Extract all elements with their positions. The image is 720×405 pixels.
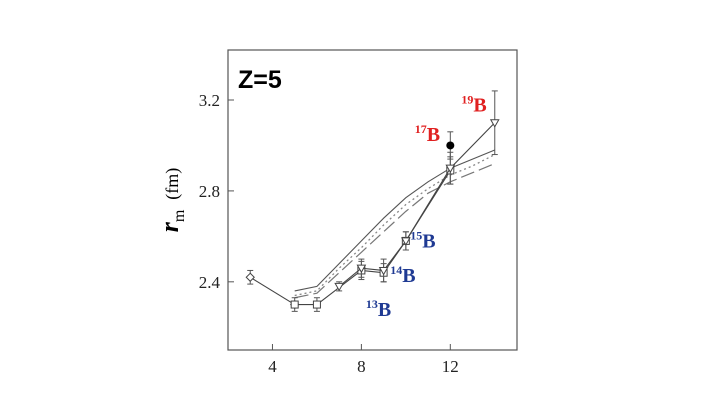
data-point-filled-circle (446, 141, 455, 150)
isotope-mass-number: 19 (461, 92, 473, 106)
x-axis-ticks: 4 8 12 (268, 344, 459, 376)
isotope-label: 15B (410, 229, 435, 253)
isotope-mass-number: 14 (390, 263, 402, 277)
data-point-triangle (378, 266, 389, 276)
x-tick-label: 12 (442, 357, 459, 376)
y-tick-label: 2.8 (199, 182, 220, 201)
y-axis-symbol: r (155, 221, 184, 232)
x-tick-label: 4 (268, 357, 277, 376)
y-axis-label: rm (fm) (155, 168, 188, 233)
series-line (249, 276, 295, 306)
isotope-symbol: B (473, 94, 486, 116)
isotope-mass-number: 15 (410, 229, 422, 243)
y-tick-label: 2.4 (199, 273, 221, 292)
data-point-square (312, 300, 321, 309)
plot-frame (227, 49, 518, 351)
y-tick-label: 3.2 (199, 91, 220, 110)
data-point-triangle (445, 164, 456, 174)
isotope-symbol: B (378, 299, 391, 321)
y-axis-subscript: m (171, 209, 188, 222)
data-point-diamond (245, 272, 255, 282)
dashed-theory-curve (294, 163, 495, 299)
data-series (245, 90, 500, 312)
panel-label: Z=5 (238, 66, 282, 94)
data-point-square (290, 300, 299, 309)
isotope-symbol: B (427, 124, 440, 146)
dotted-theory-curve (294, 153, 496, 297)
data-point-triangle (489, 119, 500, 128)
data-point-triangle (400, 237, 411, 246)
isotope-label: 13B (366, 297, 391, 321)
isotope-label: 14B (390, 263, 415, 287)
isotope-mass-number: 17 (415, 122, 427, 136)
series-line (338, 122, 496, 287)
y-axis-ticks: 2.4 2.8 3.2 (199, 91, 234, 292)
isotope-label: 19B (461, 92, 486, 116)
x-tick-label: 8 (357, 357, 366, 376)
y-axis-unit: (fm) (162, 168, 183, 200)
isotope-label: 17B (415, 122, 440, 146)
data-point-triangle (334, 282, 345, 292)
isotope-mass-number: 13 (366, 297, 378, 311)
isotope-symbol: B (402, 265, 415, 287)
data-point-triangle (356, 264, 367, 274)
theory-curves (294, 149, 496, 299)
isotope-symbol: B (422, 231, 435, 253)
svg-text:rm(fm): rm (fm) (155, 168, 188, 233)
solid-theory-curve (294, 149, 495, 292)
